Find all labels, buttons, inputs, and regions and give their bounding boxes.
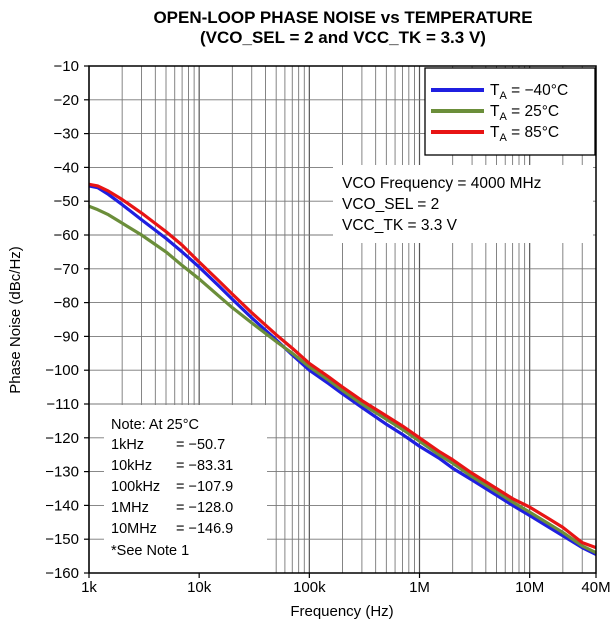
legend-label-2: TA = 85°C [490,124,559,144]
y-tick-label: −30 [54,126,79,143]
note-freq-5: 10MHz [111,521,157,537]
chart-title: OPEN-LOOP PHASE NOISE vs TEMPERATURE [153,8,532,27]
note-freq-2: 10kHz [111,458,152,474]
note-box: Note: At 25°C 1kHz = −50.7 10kHz = −83.3… [104,405,267,573]
note-value-2: = −83.31 [176,458,233,474]
series-line-1 [88,204,597,555]
x-tick-label: 1k [81,579,97,596]
note-value-1: = −50.7 [176,437,225,453]
y-tick-label: −40 [54,159,79,176]
y-tick-label: −130 [45,464,79,481]
x-tick-label: 10M [515,579,544,596]
y-tick-label: −160 [45,565,79,582]
y-axis-label: Phase Noise (dBc/Hz) [7,246,24,394]
x-tick-label: 40M [581,579,610,596]
axis-ticks: −10 −20 −30 −40 −50 −60 −70 −80 −90 −100 −110 −120 −… [45,58,610,596]
y-tick-label: −80 [54,295,79,312]
x-tick-label: 100k [293,579,326,596]
y-tick-label: −150 [45,531,79,548]
chart-subtitle: (VCO_SEL = 2 and VCC_TK = 3.3 V) [200,28,486,47]
y-tick-label: −120 [45,430,79,447]
x-tick-label: 10k [187,579,212,596]
series-line-0 [88,184,597,556]
plot-border [88,65,597,574]
note-freq-4: 1MHz [111,500,149,516]
note-value-3: = −107.9 [176,479,233,495]
legend: TA = −40°CTA = 25°CTA = 85°C [424,67,596,156]
note-value-4: = −128.0 [176,500,233,516]
conditions-box-bg [333,165,593,243]
note-box-bg [104,405,267,573]
y-tick-label: −140 [45,497,79,514]
y-tick-label: −110 [46,396,79,413]
legend-label-1: TA = 25°C [490,103,559,123]
y-tick-label: −50 [54,193,79,210]
series-line-2 [88,182,597,550]
x-axis-label: Frequency (Hz) [290,603,393,620]
series-lines [88,182,597,556]
y-tick-label: −60 [54,227,79,244]
x-tick-label: 1M [409,579,430,596]
y-tick-label: −70 [54,261,79,278]
note-header: Note: At 25°C [111,417,199,433]
conditions-line-3: VCC_TK = 3.3 V [342,217,458,234]
y-tick-label: −100 [45,362,79,379]
y-tick-label: −90 [54,328,79,345]
y-tick-label: −20 [54,92,79,109]
legend-label-0: TA = −40°C [490,82,568,102]
conditions-box: VCO Frequency = 4000 MHz VCO_SEL = 2 VCC… [333,165,593,243]
y-tick-label: −10 [54,58,79,75]
note-value-5: = −146.9 [176,521,233,537]
note-freq-1: 1kHz [111,437,144,453]
note-footer: *See Note 1 [111,543,189,559]
note-freq-3: 100kHz [111,479,160,495]
conditions-line-2: VCO_SEL = 2 [342,196,439,213]
conditions-line-1: VCO Frequency = 4000 MHz [342,175,541,192]
